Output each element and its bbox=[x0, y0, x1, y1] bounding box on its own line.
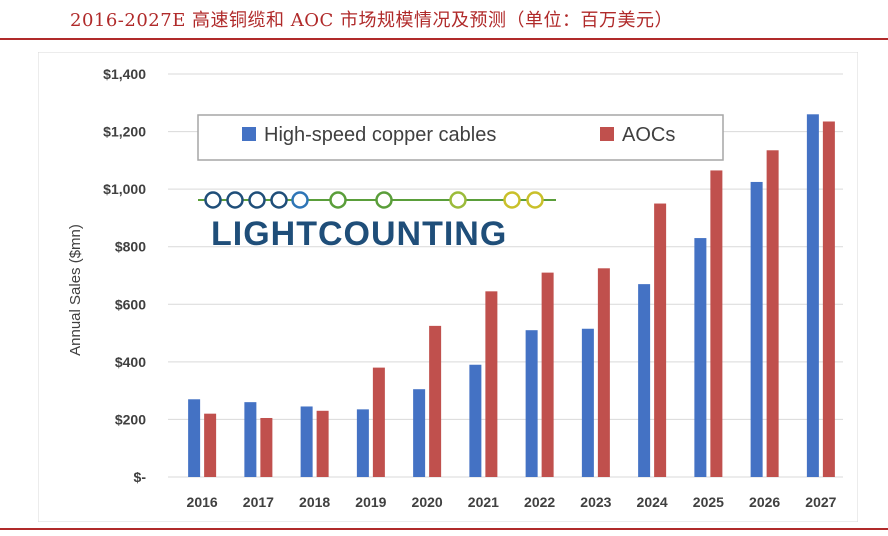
bar-aoc-2023 bbox=[597, 268, 610, 477]
x-tick-label: 2024 bbox=[637, 494, 668, 510]
legend-swatch-aoc bbox=[600, 127, 614, 141]
y-axis-label: Annual Sales ($mn) bbox=[67, 224, 84, 356]
y-axis-ticks: $- $200 $400 $600 $800 $1,000 $1,200 $1,400 bbox=[103, 66, 146, 485]
x-axis-ticks: 2016 2017 2018 2019 2020 2021 2022 2023 2024 2025… bbox=[187, 494, 837, 510]
x-tick-label: 2021 bbox=[468, 494, 499, 510]
x-tick-label: 2017 bbox=[243, 494, 274, 510]
y-tick-label: $400 bbox=[115, 354, 146, 370]
bar-copper-2021 bbox=[469, 364, 482, 477]
x-tick-label: 2026 bbox=[749, 494, 780, 510]
page-title: 2016-2027E 高速铜缆和 AOC 市场规模情况及预测（单位：百万美元） bbox=[70, 10, 674, 31]
logo-circles bbox=[204, 191, 544, 209]
y-tick-label: $200 bbox=[115, 411, 146, 427]
bars bbox=[188, 114, 835, 478]
bar-aoc-2018 bbox=[316, 410, 329, 477]
logo-circle bbox=[449, 191, 467, 209]
bar-aoc-2025 bbox=[710, 170, 723, 478]
y-tick-label: $600 bbox=[115, 296, 146, 312]
x-tick-label: 2020 bbox=[412, 494, 443, 510]
footer-divider bbox=[0, 528, 888, 530]
bar-copper-2024 bbox=[638, 284, 651, 477]
logo-circle bbox=[503, 191, 521, 209]
logo-wordmark: LIGHTCOUNTING bbox=[211, 215, 507, 253]
legend-box bbox=[197, 114, 724, 161]
chart-container: $- $200 $400 $600 $800 $1,000 $1,200 $1,400 Ann… bbox=[37, 51, 859, 523]
bar-copper-2016 bbox=[188, 399, 201, 477]
bar-aoc-2016 bbox=[204, 413, 217, 477]
x-tick-label: 2025 bbox=[693, 494, 724, 510]
title-divider bbox=[0, 38, 888, 40]
bar-chart: $- $200 $400 $600 $800 $1,000 $1,200 $1,400 Ann… bbox=[37, 51, 859, 523]
bar-copper-2019 bbox=[356, 409, 369, 477]
bar-copper-2020 bbox=[413, 389, 426, 477]
legend: High-speed copper cables AOCs bbox=[197, 114, 724, 161]
logo-circle bbox=[375, 191, 393, 209]
bar-aoc-2026 bbox=[766, 150, 779, 477]
bar-aoc-2022 bbox=[541, 272, 554, 477]
y-tick-label: $1,000 bbox=[103, 181, 146, 197]
legend-label-aoc: AOCs bbox=[622, 124, 675, 146]
logo-circle bbox=[204, 191, 222, 209]
bar-copper-2018 bbox=[300, 406, 313, 477]
x-tick-label: 2018 bbox=[299, 494, 330, 510]
logo-circle bbox=[226, 191, 244, 209]
y-tick-label: $1,400 bbox=[103, 66, 146, 82]
logo-circle bbox=[329, 191, 347, 209]
logo-circle bbox=[248, 191, 266, 209]
bar-aoc-2020 bbox=[429, 325, 442, 477]
bar-copper-2017 bbox=[244, 402, 257, 477]
x-tick-label: 2022 bbox=[524, 494, 555, 510]
lightcounting-logo: LIGHTCOUNTING bbox=[198, 191, 556, 253]
logo-circle bbox=[291, 191, 309, 209]
x-tick-label: 2016 bbox=[187, 494, 218, 510]
y-tick-label: $1,200 bbox=[103, 124, 146, 140]
x-tick-label: 2023 bbox=[580, 494, 611, 510]
bar-copper-2022 bbox=[525, 330, 538, 477]
logo-circle bbox=[526, 191, 544, 209]
logo-circle bbox=[270, 191, 288, 209]
y-tick-label: $800 bbox=[115, 239, 146, 255]
legend-swatch-copper bbox=[242, 127, 256, 141]
x-tick-label: 2019 bbox=[355, 494, 386, 510]
bar-aoc-2019 bbox=[372, 367, 385, 477]
bar-aoc-2017 bbox=[260, 417, 273, 477]
bar-aoc-2027 bbox=[822, 121, 835, 477]
bar-aoc-2021 bbox=[485, 291, 498, 477]
bar-copper-2023 bbox=[581, 328, 594, 477]
legend-label-copper: High-speed copper cables bbox=[264, 124, 496, 146]
x-tick-label: 2027 bbox=[805, 494, 836, 510]
y-tick-label: $- bbox=[134, 469, 147, 485]
bar-aoc-2024 bbox=[654, 203, 667, 478]
bar-copper-2026 bbox=[750, 181, 763, 478]
bar-copper-2025 bbox=[694, 238, 707, 477]
bar-copper-2027 bbox=[806, 114, 819, 478]
